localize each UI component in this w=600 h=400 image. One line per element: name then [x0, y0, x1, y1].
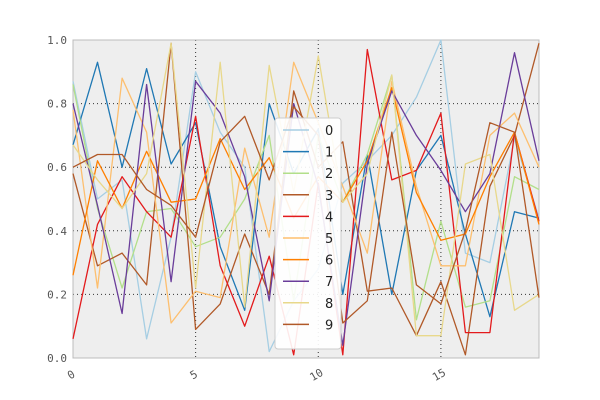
- y-tick-label: 1.0: [47, 34, 67, 47]
- legend-label-5: 5: [325, 232, 333, 247]
- legend-label-7: 7: [325, 275, 333, 290]
- x-tick-label: 5: [188, 368, 200, 383]
- legend-label-1: 1: [325, 146, 333, 161]
- legend: 0 1 2 3 4 5 6 7 8 9: [274, 117, 342, 350]
- y-tick-label: 0.6: [47, 161, 67, 174]
- y-tick-label: 0.4: [47, 225, 67, 238]
- series-line-5: [72, 61, 540, 324]
- x-tick-label: 15: [430, 366, 448, 384]
- legend-box: [274, 117, 342, 350]
- y-tick-label: 0.0: [47, 352, 67, 365]
- legend-label-8: 8: [325, 297, 333, 312]
- x-tick-label: 10: [308, 366, 326, 384]
- legend-label-0: 0: [325, 124, 333, 139]
- y-axis-ticks: 0.0 0.2 0.4 0.6 0.8 1.0: [47, 34, 67, 365]
- legend-label-3: 3: [325, 189, 333, 204]
- y-tick-label: 0.2: [47, 288, 67, 301]
- x-axis-ticks: 0 5 10 15: [65, 366, 448, 384]
- legend-label-9: 9: [325, 318, 333, 333]
- plot-frame: [72, 39, 540, 359]
- legend-label-4: 4: [325, 210, 333, 225]
- x-tick-label: 0: [65, 368, 77, 383]
- legend-label-2: 2: [325, 167, 333, 182]
- y-tick-label: 0.8: [47, 98, 67, 111]
- legend-label-6: 6: [325, 254, 333, 269]
